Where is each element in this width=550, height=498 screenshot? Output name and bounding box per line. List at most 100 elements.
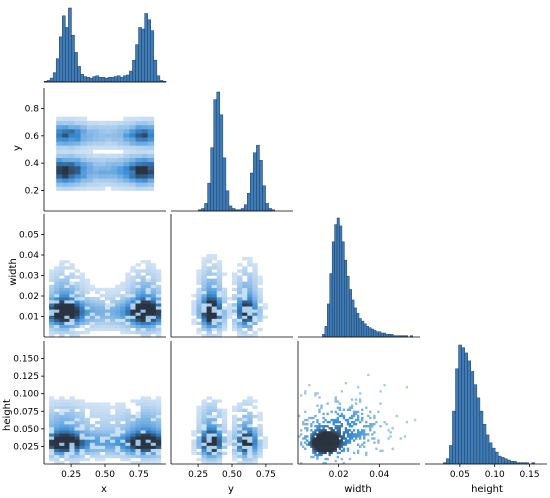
- heat-x-height-cell: [54, 399, 60, 403]
- heat-width-height-cell: [300, 394, 303, 397]
- heat-x-y-cell: [86, 129, 94, 134]
- heat-x-y-cell: [135, 141, 142, 146]
- heat-width-height-cell: [316, 425, 319, 428]
- heat-x-y-cell: [147, 145, 155, 150]
- heat-x-height-cell: [145, 408, 152, 413]
- heat-x-width-cell: [120, 297, 126, 301]
- heat-y-height-cell: [201, 399, 207, 403]
- heat-x-width-cell: [150, 315, 157, 319]
- heat-y-width-cell: [226, 303, 233, 307]
- heat-x-y-cell: [62, 153, 69, 158]
- hist-height-bar: [455, 368, 459, 465]
- heat-y-width-cell: [196, 303, 202, 307]
- heat-x-height-cell: [64, 405, 70, 409]
- heat-y-height-cell: [247, 417, 253, 422]
- heat-width-height-cell: [367, 433, 370, 436]
- heat-x-height-cell: [89, 442, 96, 446]
- heat-x-height-cell: [89, 414, 96, 419]
- hist-width-bar: [383, 332, 387, 338]
- heat-width-height-cell: [312, 449, 315, 452]
- heat-x-width-cell: [99, 318, 106, 322]
- heat-x-height-cell: [140, 420, 146, 425]
- heat-y-height-cell: [232, 442, 238, 446]
- heat-x-height-cell: [54, 427, 60, 431]
- heat-x-y-cell: [141, 141, 148, 146]
- heat-x-y-cell: [129, 157, 136, 163]
- heat-x-width-cell: [145, 303, 152, 307]
- heat-width-height-cell: [330, 449, 333, 452]
- heat-width-height-cell: [377, 439, 380, 442]
- heat-y-height-cell: [211, 436, 218, 440]
- heat-x-height-cell: [54, 411, 60, 416]
- heat-x-y-cell: [123, 124, 130, 130]
- heat-y-width-cell: [221, 321, 228, 325]
- heat-x-y-cell: [141, 120, 148, 126]
- heat-width-height-xtick-label: 0.04: [369, 470, 389, 480]
- heat-width-height-cell: [330, 437, 333, 440]
- heat-x-height-cell: [64, 454, 70, 459]
- heat-x-y-cell: [74, 149, 81, 154]
- heat-x-width-cell: [64, 281, 70, 286]
- heat-x-y-cell: [74, 141, 81, 146]
- heat-x-height-cell: [89, 424, 96, 428]
- heat-y-width-cell: [206, 315, 212, 319]
- heat-x-width-cell: [125, 287, 131, 292]
- heat-x-height-cell: [49, 454, 55, 459]
- heat-x-width-cell: [64, 321, 70, 325]
- heat-x-width-cell: [69, 330, 75, 335]
- heat-x-width-cell: [150, 297, 157, 301]
- heat-y-height-cell: [237, 436, 243, 440]
- heat-width-height-cell: [324, 443, 327, 446]
- heat-x-y-cell: [105, 174, 112, 179]
- heat-x-height-cell: [99, 457, 106, 462]
- heat-y-height-cell: [242, 408, 248, 413]
- heat-x-y-cell: [147, 137, 155, 142]
- heat-x-width-cell: [84, 318, 91, 322]
- heat-x-height-cell: [155, 417, 162, 422]
- heat-x-height-cell: [115, 439, 121, 443]
- heat-width-height-cell: [320, 429, 323, 432]
- heat-x-height-cell: [74, 417, 80, 422]
- heat-x-height-cell: [74, 402, 80, 406]
- hist-x-bar: [144, 13, 148, 83]
- heat-y-height-cell: [206, 439, 212, 443]
- heat-x-height-cell: [155, 405, 162, 409]
- heat-x-width-cell: [115, 315, 121, 319]
- heat-x-width-cell: [155, 306, 162, 310]
- heat-x-y-cell: [111, 186, 118, 191]
- heat-y-width-cell: [237, 324, 243, 329]
- heat-x-width-cell: [94, 327, 101, 332]
- heat-x-y-cell: [141, 182, 148, 187]
- heat-x-height-cell: [94, 448, 101, 452]
- heat-width-height-cell: [367, 414, 370, 418]
- heat-width-height-cell: [304, 441, 307, 444]
- heat-width-height-cell: [330, 418, 333, 422]
- heat-y-width-cell: [206, 272, 212, 276]
- heat-y-width-cell: [211, 290, 218, 295]
- heat-x-width-cell: [54, 321, 60, 325]
- heat-x-height-cell: [140, 411, 146, 416]
- heat-y-height-cell: [211, 417, 218, 422]
- heat-y-width-cell: [206, 297, 212, 301]
- heat-y-height-cell: [232, 436, 238, 440]
- heat-width-height-cell: [316, 429, 319, 432]
- heat-y-width-cell: [201, 278, 207, 282]
- heat-width-height-cell: [314, 425, 317, 428]
- heat-width-height-cell: [348, 429, 352, 432]
- heat-x-height-ytick-label: 0.050: [13, 425, 39, 435]
- heat-y-height-cell: [242, 448, 248, 452]
- heat-width-height-cell: [322, 425, 325, 428]
- heat-width-height-cell: [318, 410, 321, 414]
- heat-x-y-cell: [123, 174, 130, 179]
- heat-width-height-cell: [320, 404, 323, 407]
- heat-x-width-cell: [140, 333, 146, 338]
- heat-width-height-cell: [336, 437, 339, 440]
- heat-x-width-cell: [105, 303, 111, 307]
- heat-x-width-cell: [89, 306, 96, 310]
- heat-x-height-cell: [145, 420, 152, 425]
- heat-width-height-cell: [322, 429, 325, 432]
- heat-x-width-ytick-label: 0.02: [19, 292, 39, 302]
- heat-width-height-cell: [346, 418, 350, 422]
- heat-x-width-cell: [74, 275, 80, 279]
- heat-x-width-cell: [84, 330, 91, 335]
